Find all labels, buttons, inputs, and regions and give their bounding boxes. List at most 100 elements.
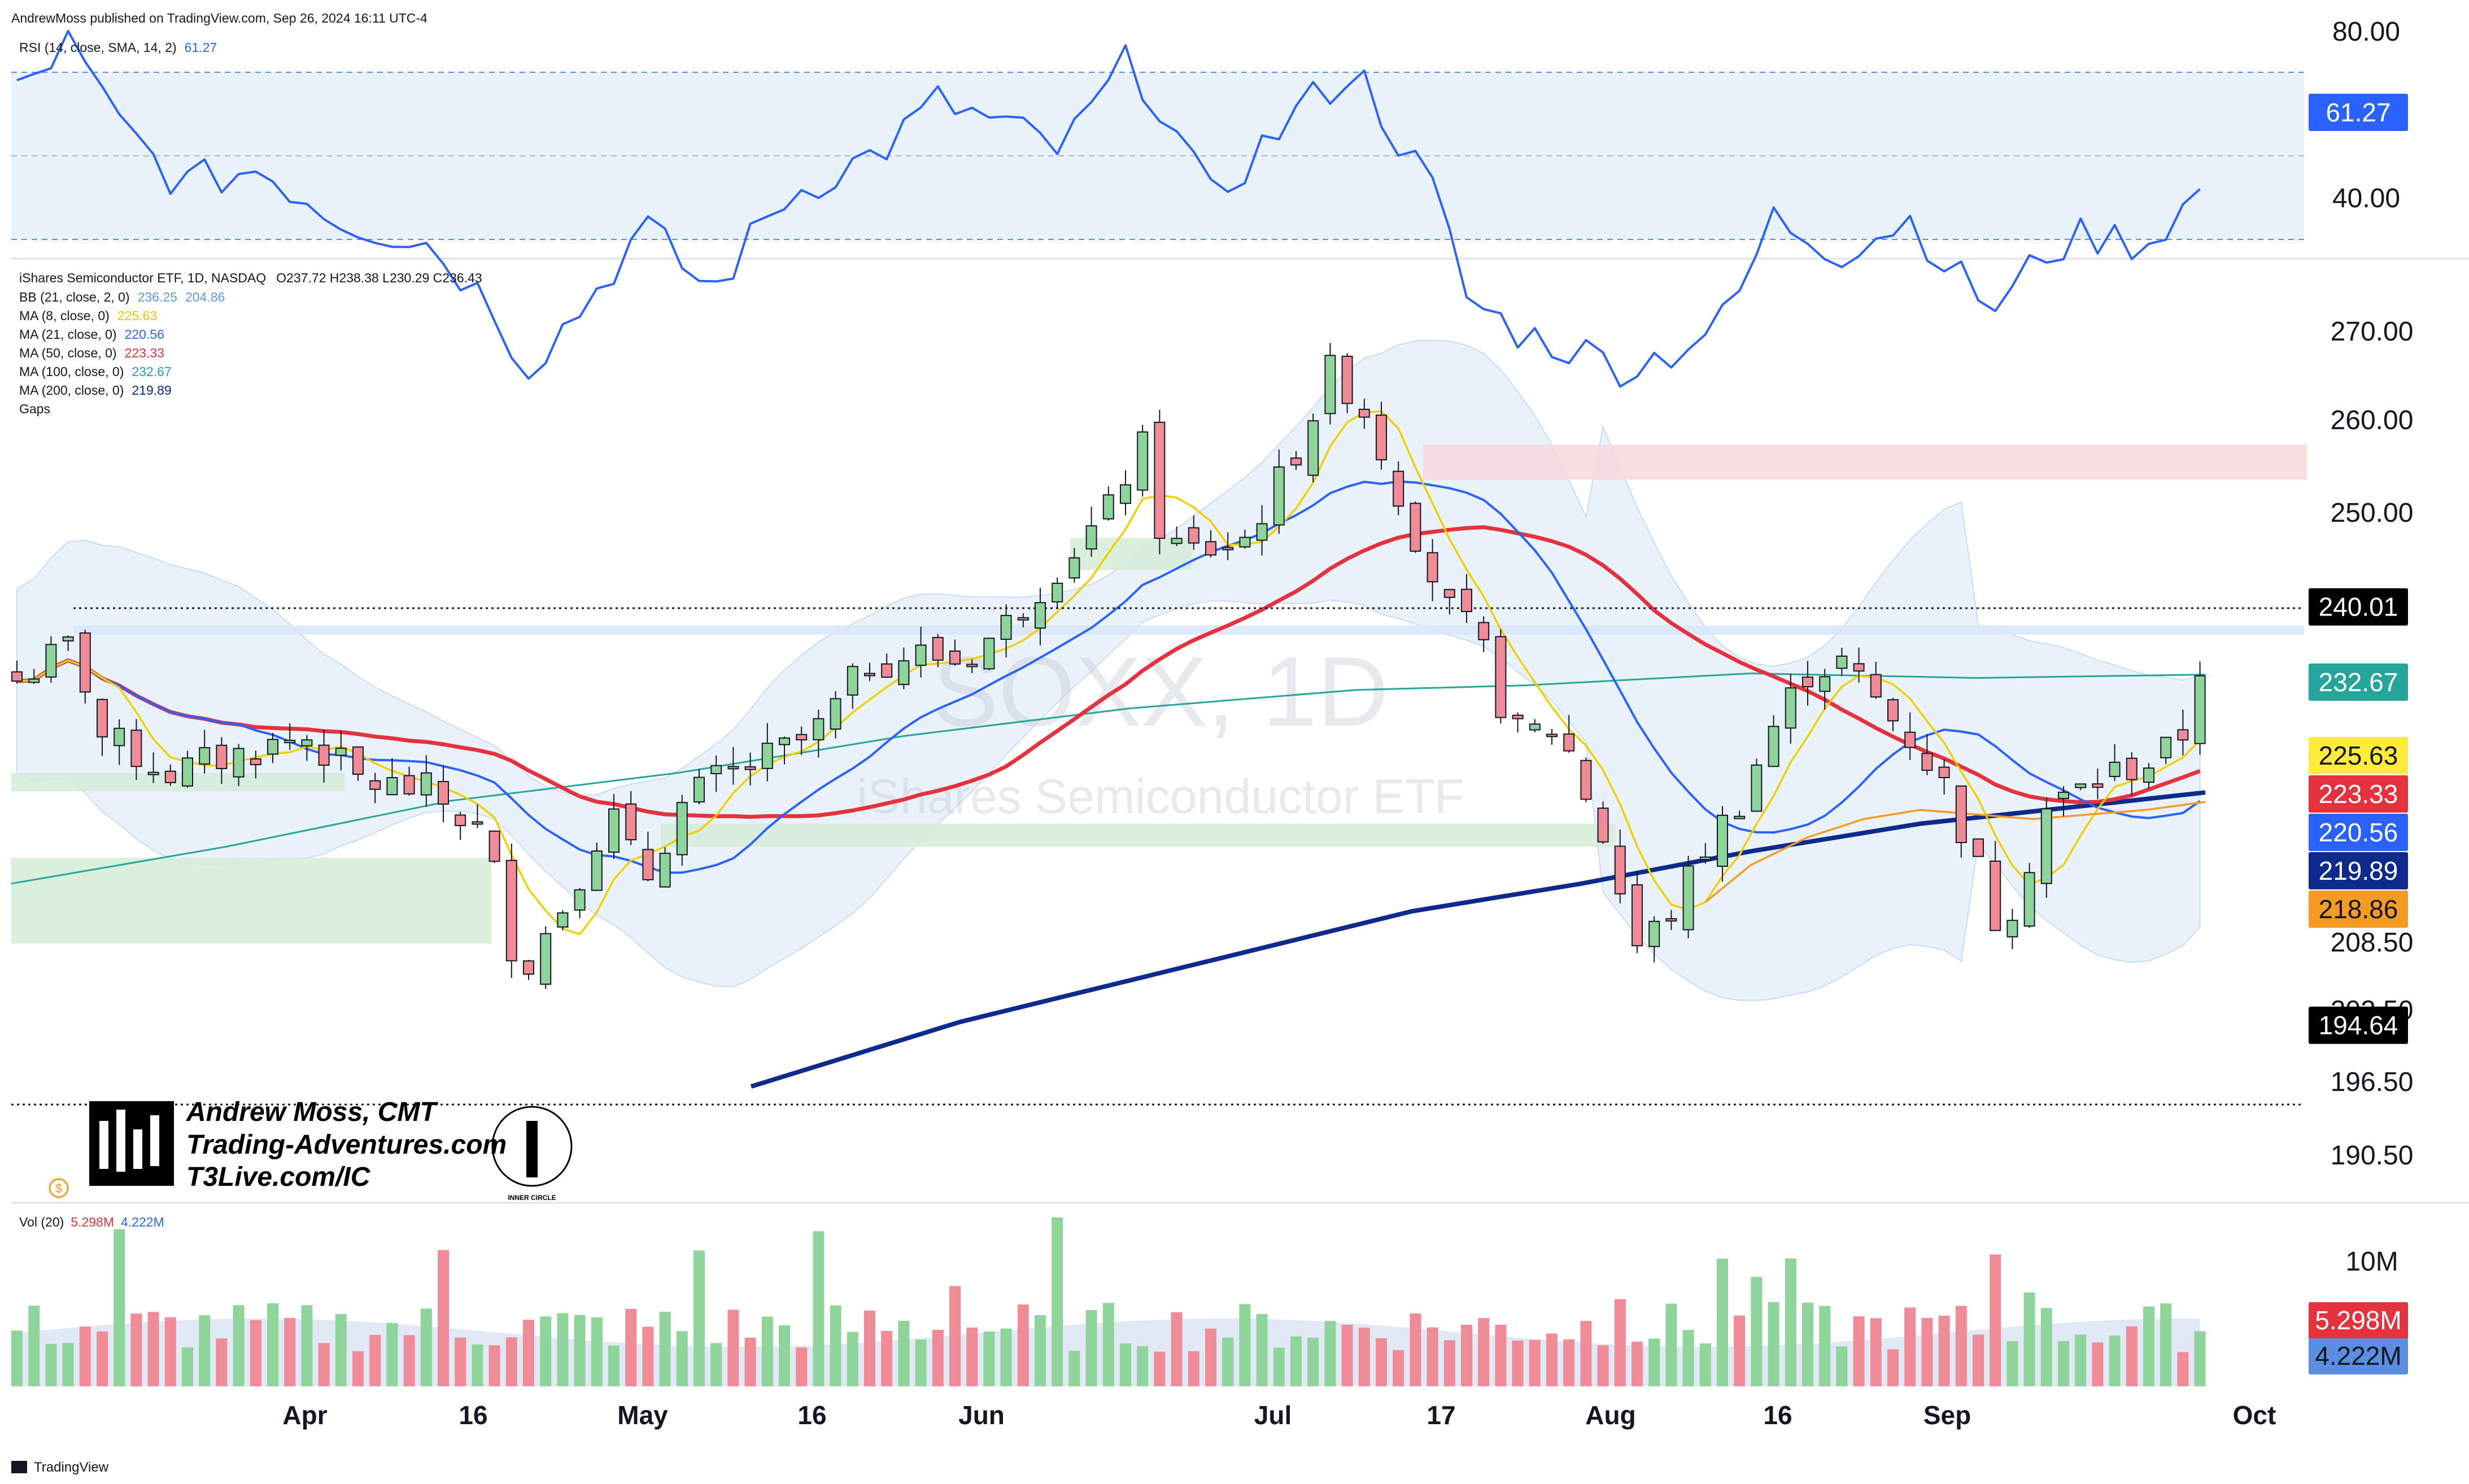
volume-bar: [1990, 1254, 2001, 1386]
volume-bar: [318, 1343, 330, 1386]
time-axis[interactable]: Apr 16 May 16 Jun Jul 17 Aug 16 Sep Oct: [282, 1400, 2276, 1430]
gap-zones: [11, 444, 2307, 944]
price-tag: [2309, 737, 2408, 774]
candle-body: [1563, 733, 1575, 752]
candle-body: [1256, 523, 1268, 541]
volume-bar: [1853, 1316, 1865, 1386]
volume-bar: [1120, 1343, 1131, 1386]
candle-body: [1819, 676, 1831, 692]
rsi-pane[interactable]: [11, 29, 2304, 388]
candle-body: [505, 859, 517, 962]
inner-circle-caption: INNER CIRCLE: [508, 1194, 556, 1202]
candle-body: [301, 739, 313, 747]
volume-bar: [557, 1313, 569, 1386]
candle-body: [642, 849, 654, 880]
candle-body: [983, 638, 995, 670]
candle-body: [1052, 582, 1063, 603]
volume-bar: [1102, 1303, 1114, 1386]
published-info: AndrewMoss published on TradingView.com,…: [11, 11, 428, 25]
candle-body: [182, 757, 193, 787]
volume-bar: [62, 1343, 74, 1386]
candle-body: [267, 739, 278, 755]
volume-bar: [352, 1351, 364, 1386]
rsi-tick-40: 40.00: [2332, 184, 2400, 213]
volume-bar: [2006, 1341, 2018, 1386]
volume-bar: [625, 1308, 637, 1386]
candle-body: [420, 772, 432, 796]
candle-body: [1341, 355, 1353, 404]
candle-body: [2109, 761, 2121, 778]
volume-bar: [182, 1347, 193, 1386]
price-tick-250: 250.00: [2331, 498, 2414, 528]
candle-body: [11, 671, 23, 682]
price-tag-text: 220.56: [2319, 818, 2398, 847]
candle-body: [472, 821, 483, 825]
volume-bar: [1717, 1258, 1728, 1386]
candle-body: [1461, 588, 1472, 612]
candle-body: [1836, 655, 1848, 669]
candle-body: [1614, 845, 1626, 894]
candle-body: [1973, 838, 1984, 857]
price-tick-208: 208.50: [2331, 928, 2414, 958]
indicator-value: 232.67: [132, 364, 171, 379]
ma100-line: [11, 672, 2206, 885]
indicator-legend-row: MA (21, close, 0) 220.56: [19, 327, 164, 342]
gap-zone: [661, 823, 1615, 847]
candles: [11, 343, 2206, 989]
candle-body: [1632, 884, 1643, 946]
price-pane[interactable]: SOXX, 1D iShares Semiconductor ETF: [11, 339, 2307, 1106]
volume-bar: [2092, 1342, 2104, 1386]
candle-body: [1597, 808, 1609, 843]
candle-body: [1853, 663, 1865, 672]
candle-body: [1990, 861, 2001, 931]
bollinger-band: [16, 339, 2201, 1001]
price-tick-260: 260.00: [2331, 405, 2414, 435]
volume-bar: [1478, 1318, 1490, 1386]
indicator-label: MA (21, close, 0): [19, 327, 117, 342]
volume-bar: [881, 1331, 893, 1386]
price-axis[interactable]: 80.00 61.27 40.00 270.00 260.00 250.00 2…: [2309, 17, 2413, 1374]
volume-pane[interactable]: [11, 1217, 2206, 1386]
volume-bar: [335, 1314, 347, 1386]
author-branding: Andrew Moss, CMT Trading-Adventures.com …: [49, 1097, 573, 1202]
volume-bar: [1836, 1346, 1848, 1386]
candle-body: [2143, 767, 2154, 783]
volume-bar: [1938, 1315, 1950, 1386]
volume-bar: [147, 1312, 159, 1386]
volume-bar: [438, 1250, 449, 1386]
volume-bar: [97, 1331, 108, 1386]
volume-bar: [1512, 1340, 1524, 1386]
x-tick-aug: Aug: [1585, 1400, 1635, 1430]
volume-bar: [2023, 1292, 2035, 1386]
ohlc-values: O237.72 H238.38 L230.29 C236.43: [276, 270, 482, 285]
candle-body: [540, 933, 552, 985]
candle-body: [1205, 541, 1216, 556]
candle-body: [1443, 588, 1455, 598]
candle-body: [147, 771, 159, 775]
rsi-legend-label: RSI (14, close, SMA, 14, 2): [19, 40, 177, 55]
price-tag: [2309, 775, 2408, 813]
candle-body: [1410, 503, 1421, 552]
instrument-legend: iShares Semiconductor ETF, 1D, NASDAQ O23…: [19, 270, 482, 285]
price-tag-text: 225.63: [2319, 741, 2398, 770]
price-tag-text: 240.01: [2319, 592, 2398, 622]
volume-bar: [1000, 1328, 1012, 1386]
tradingview-logo-text: TradingView: [34, 1460, 109, 1475]
candle-body: [2092, 783, 2104, 788]
volume-bar: [301, 1305, 313, 1386]
candle-body: [1682, 865, 1694, 931]
volume-bar: [1734, 1315, 1746, 1386]
volume-bars: [11, 1217, 2206, 1386]
candle-body: [1699, 856, 1711, 861]
author-website: Trading-Adventures.com: [186, 1130, 507, 1160]
volume-bar: [1802, 1302, 1813, 1386]
price-tag-text: 194.64: [2319, 1011, 2398, 1040]
candle-body: [1921, 753, 1933, 771]
volume-bar: [79, 1326, 91, 1386]
volume-bar: [1205, 1328, 1216, 1386]
price-tick-196: 196.50: [2331, 1067, 2414, 1097]
x-tick-may-16: 16: [797, 1400, 826, 1430]
candle-body: [727, 766, 739, 770]
volume-bar: [1904, 1307, 1916, 1386]
